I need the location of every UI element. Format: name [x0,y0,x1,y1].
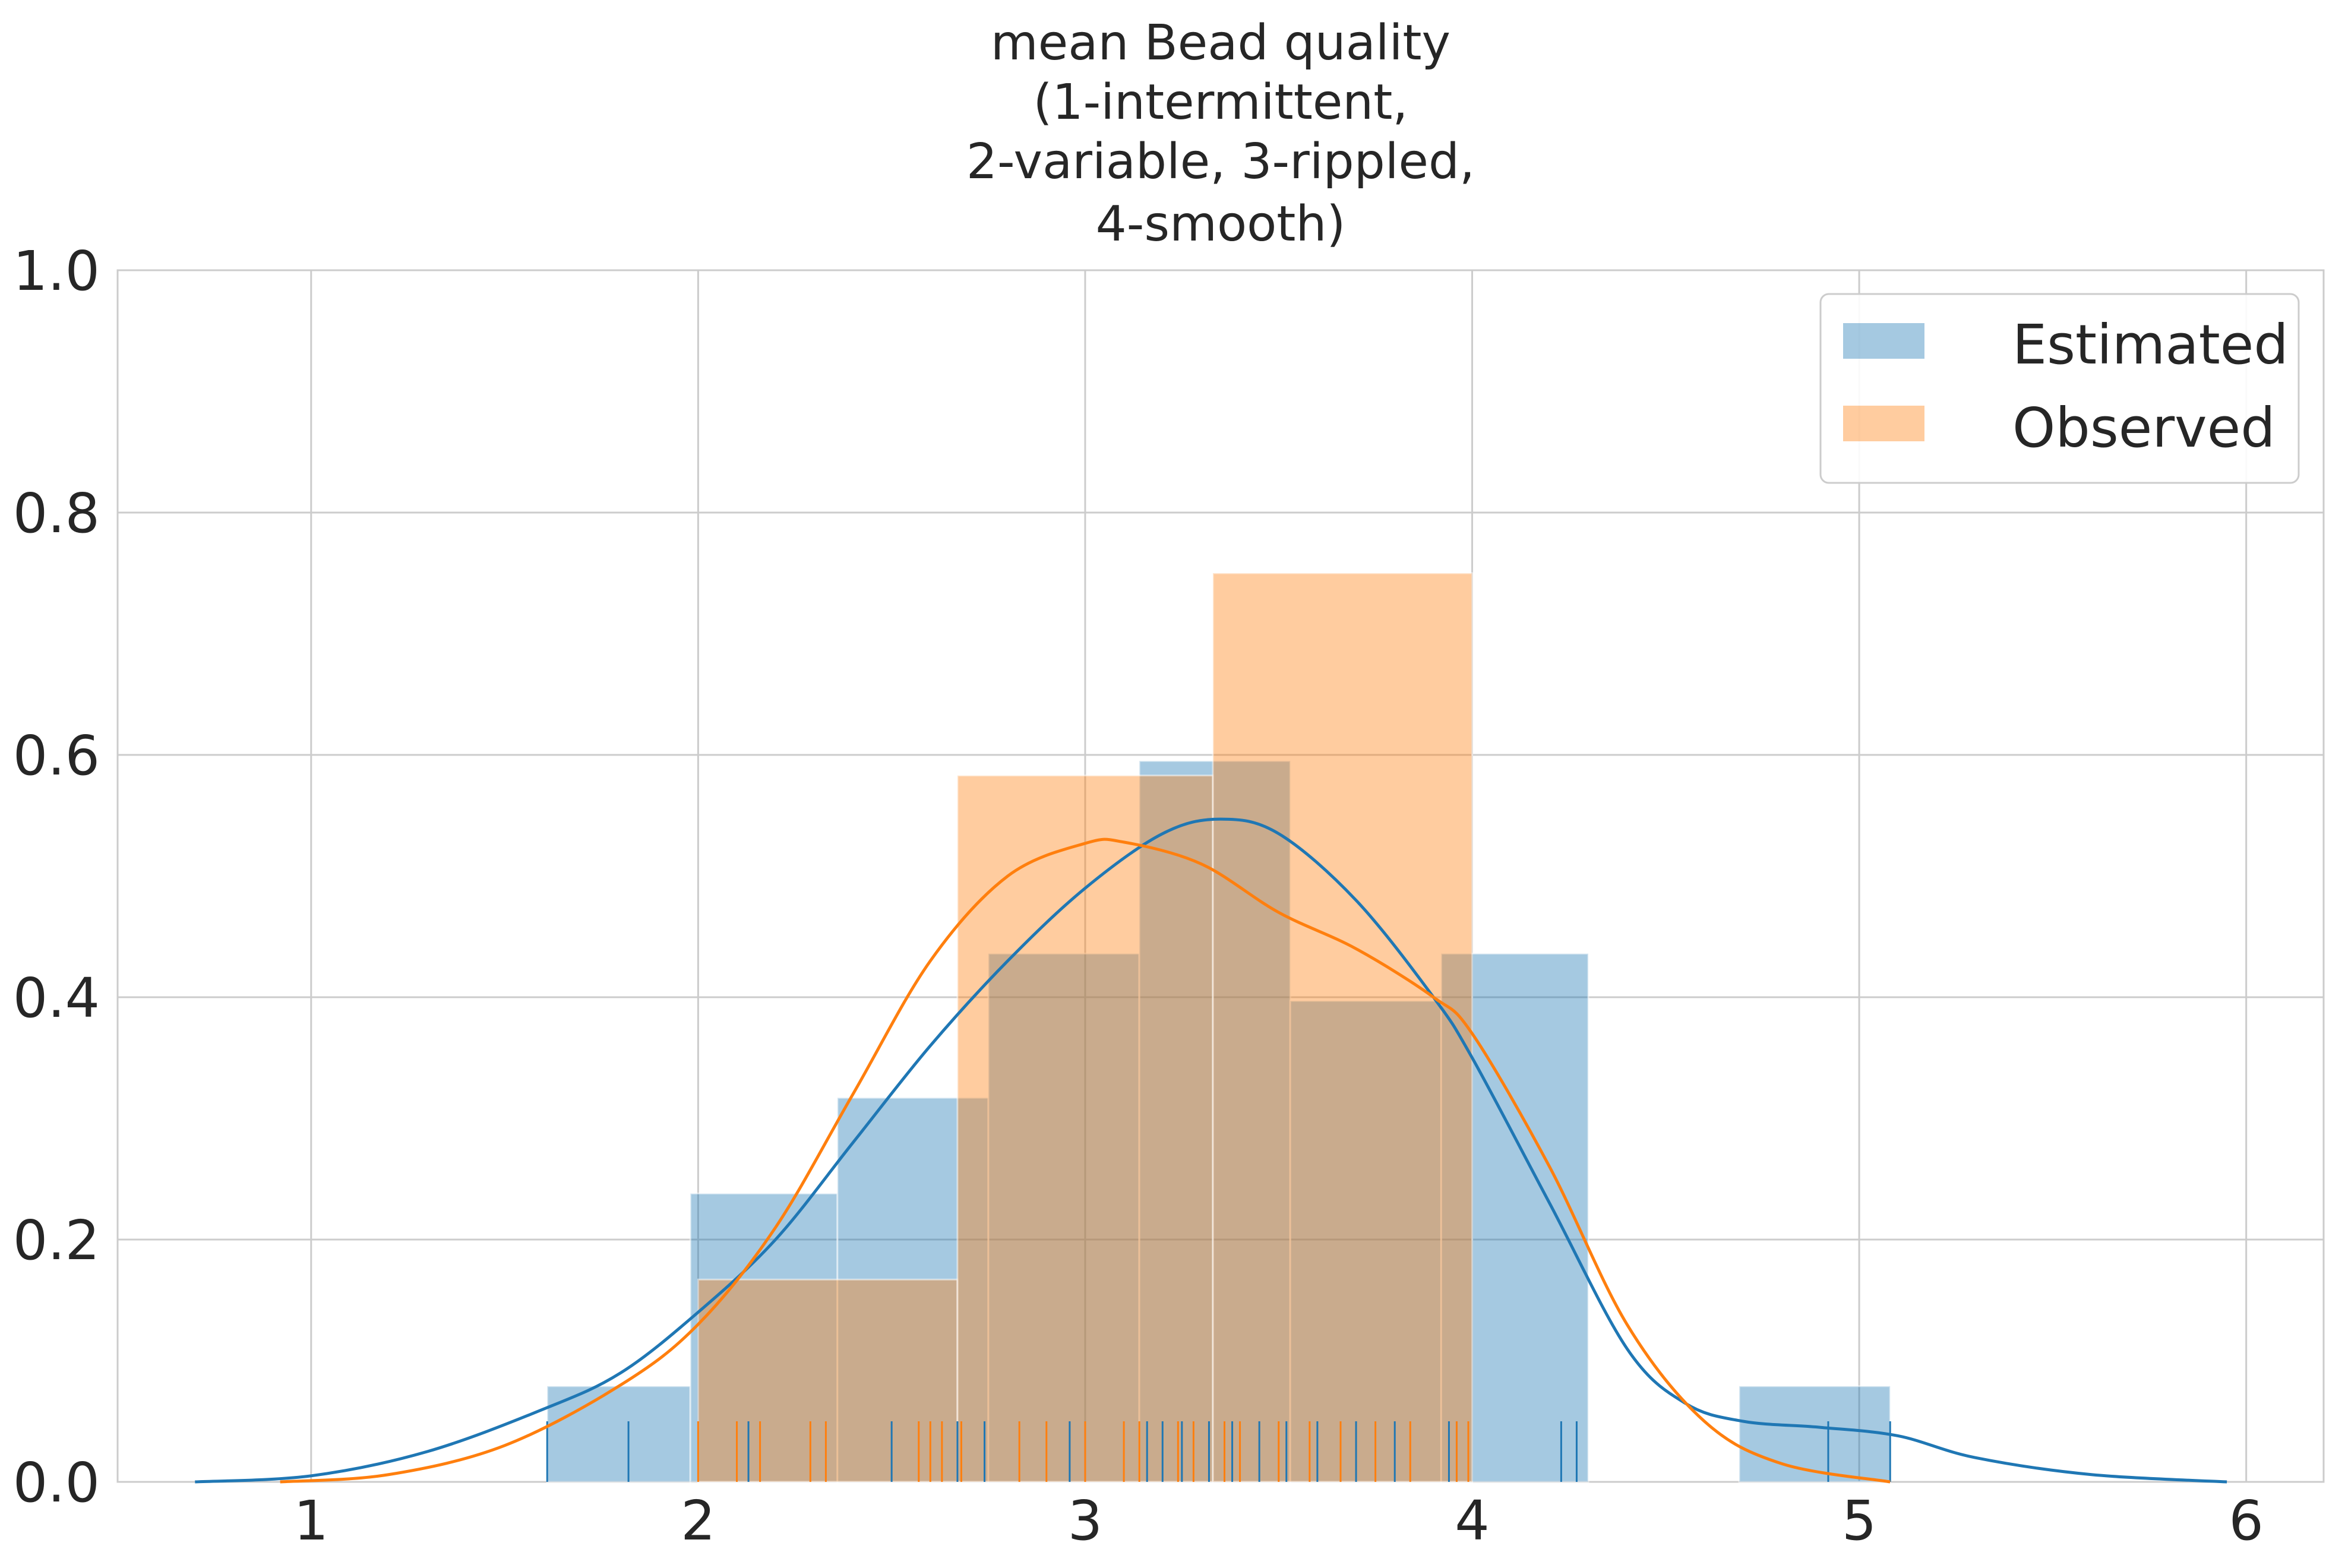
title-line-4: 4-smooth) [1096,196,1346,252]
estimated-bar-5 [1289,1000,1442,1483]
title-line-1: mean Bead quality [991,15,1450,71]
y-axis-ticks: 0.0 0.2 0.4 0.6 0.8 1.0 [13,239,100,1515]
y-tick-label-0.6: 0.6 [13,724,100,788]
rug-marks [546,1421,1891,1482]
x-tick-label-1: 1 [294,1489,329,1553]
x-tick-label-2: 2 [681,1489,716,1553]
observed-bar-2 [1212,572,1474,1483]
title-line-3: 2-variable, 3-rippled, [966,134,1475,190]
x-tick-label-6: 6 [2229,1489,2264,1553]
legend-frame [1819,293,2300,484]
x-tick-label-5: 5 [1842,1489,1877,1553]
estimated-bar-8 [1738,1385,1891,1483]
chart-title: mean Bead quality (1-intermittent, 2-var… [966,15,1475,252]
y-tick-label-0.0: 0.0 [13,1451,100,1515]
y-tick-label-0.4: 0.4 [13,966,100,1030]
legend-swatch-estimated [1843,323,1924,359]
x-axis-ticks: 1 2 3 4 5 6 [294,1489,2264,1553]
estimated-bar-0 [546,1385,691,1483]
legend-label-observed: Observed [2012,396,2276,460]
y-tick-label-1.0: 1.0 [13,239,100,303]
estimated-kde-line [195,817,2227,1484]
y-tick-label-0.2: 0.2 [13,1209,100,1272]
kde-curves [195,817,2227,1484]
observed-bar-1 [956,774,1214,1483]
estimated-bar-6 [1440,953,1589,1483]
observed-bar-0 [697,1278,959,1483]
x-tick-label-4: 4 [1455,1489,1490,1553]
legend-swatch-observed [1843,406,1924,441]
x-tick-label-3: 3 [1068,1489,1103,1553]
legend: Estimated Observed [1819,293,2300,484]
legend-label-estimated: Estimated [2012,313,2289,377]
histogram-bars [546,572,1891,1483]
title-line-2: (1-intermittent, [1034,74,1408,131]
y-tick-label-0.8: 0.8 [13,482,100,545]
observed-kde-line [280,837,1891,1484]
